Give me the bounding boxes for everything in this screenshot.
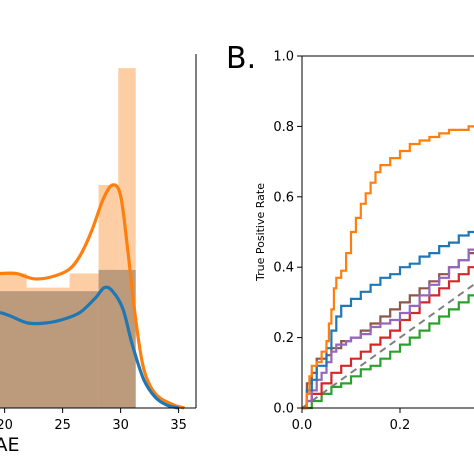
- y-tick-label: 0.6: [273, 190, 294, 205]
- roc-curves: [301, 125, 474, 410]
- y-tick-label: 1.0: [273, 50, 294, 65]
- panel-b: B. 0.0 0.2 0.4 0.6 0.8 1.0 0.0 0.2 0.4 True Pos…: [226, 41, 474, 433]
- roc-curve-3: [302, 252, 474, 410]
- panel-b-y-ticks: 0.0 0.2 0.4 0.6 0.8 1.0: [273, 50, 302, 417]
- panel-a-axes: [0, 54, 197, 409]
- kde-curves: [0, 183, 185, 410]
- y-tick-label: 0.4: [273, 261, 294, 276]
- roc-curve-2: [302, 248, 474, 410]
- kde-curve-blue: [0, 285, 180, 410]
- y-tick-label: 0.2: [273, 331, 294, 346]
- panel-a-x-axis-label: AE: [0, 434, 19, 456]
- panel-b-axes: [301, 55, 474, 409]
- x-tick-label: 0.2: [390, 418, 411, 433]
- panel-b-y-axis-label: True Positive Rate: [254, 183, 267, 282]
- x-tick-label: 20: [0, 418, 13, 433]
- y-tick-label: 0.8: [273, 120, 294, 135]
- x-tick-label: 25: [54, 418, 71, 433]
- panel-a-x-ticks: 20 25 30 35: [0, 408, 187, 433]
- kde-curve-orange: [0, 183, 185, 410]
- x-tick-label: 30: [112, 418, 129, 433]
- roc-curve-1: [302, 230, 474, 410]
- y-tick-label: 0.0: [273, 402, 294, 417]
- panel-a: 20 25 30 35 AE: [0, 54, 197, 456]
- histogram-bars: [0, 68, 136, 408]
- roc-curve-0: [302, 125, 474, 410]
- panel-b-x-ticks: 0.00.20.4: [292, 408, 411, 433]
- x-tick-label: 0.0: [292, 418, 313, 433]
- panel-b-label: B.: [226, 41, 256, 76]
- roc-curve-5: [302, 294, 474, 410]
- x-tick-label: 35: [170, 418, 187, 433]
- chance-diagonal-line: [301, 283, 474, 409]
